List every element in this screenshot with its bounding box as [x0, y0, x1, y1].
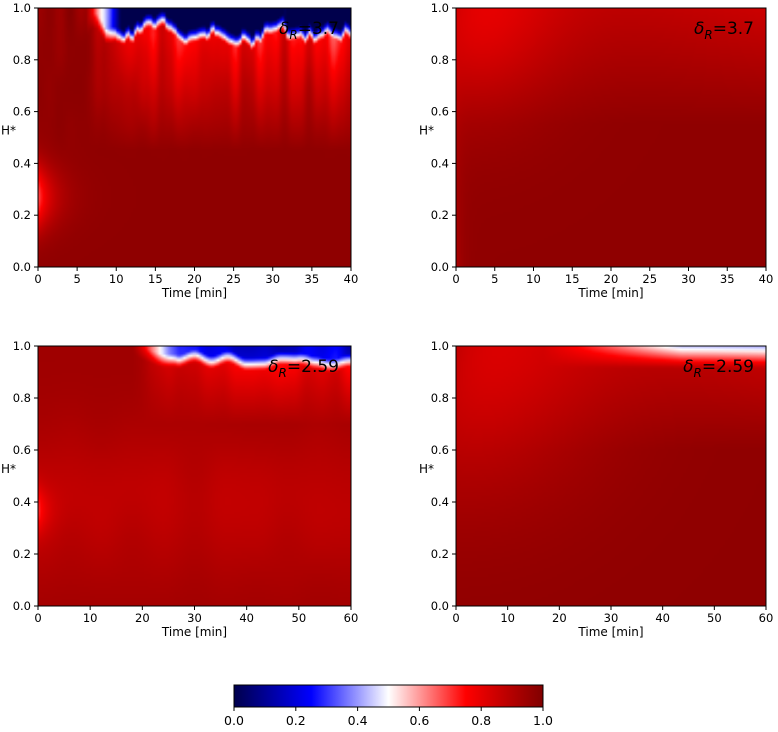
- y-tick-label: 0.6: [13, 443, 31, 457]
- y-tick-label: 0.0: [431, 260, 449, 274]
- y-tick-label: 0.0: [13, 599, 31, 613]
- panel-annotation: δR=2.59: [268, 357, 339, 380]
- heatmap-panel: 0 10 20 30 40 50 60 0.0 0.2 0.4 0.6 0.8 1.0 Time [min…: [419, 339, 773, 639]
- x-tick-label: 20: [604, 272, 619, 286]
- x-tick-label: 20: [187, 272, 202, 286]
- x-tick-label: 5: [491, 272, 498, 286]
- y-tick-label: 0.8: [13, 391, 31, 405]
- x-tick-label: 50: [292, 611, 307, 625]
- y-tick-label: 0.6: [13, 105, 31, 119]
- colorbar: 0.0 0.2 0.4 0.6 0.8 1.0: [224, 684, 553, 728]
- annotation-value: =3.7: [713, 19, 754, 39]
- y-axis-label: H*: [1, 462, 16, 476]
- y-tick-label: 0.2: [13, 208, 31, 222]
- annotation-value: =2.59: [287, 357, 339, 377]
- y-axis-label: H*: [1, 124, 16, 138]
- x-tick-label: 10: [83, 611, 98, 625]
- annotation-subscript: R: [279, 366, 287, 380]
- heatmap-panels: 0 5 10 15 20 25 30 35 40 0.0 0.2 0.4 0.6 0.8 1.0 Time […: [1, 1, 773, 639]
- x-tick-label: 20: [552, 611, 567, 625]
- x-tick-label: 10: [500, 611, 515, 625]
- x-tick-label: 40: [344, 272, 359, 286]
- heatmap-image: [38, 8, 351, 267]
- x-tick-label: 50: [707, 611, 722, 625]
- y-tick-label: 0.4: [431, 495, 449, 509]
- y-tick-label: 0.6: [431, 443, 449, 457]
- x-axis-label: Time [min]: [577, 286, 643, 300]
- x-axis-label: Time [min]: [161, 286, 227, 300]
- x-tick-label: 0: [452, 272, 459, 286]
- y-axis-label: H*: [419, 124, 434, 138]
- annotation-subscript: R: [694, 366, 702, 380]
- heatmap-image: [456, 346, 766, 606]
- x-tick-label: 10: [526, 272, 541, 286]
- x-tick-label: 20: [135, 611, 150, 625]
- y-tick-label: 0.8: [431, 53, 449, 67]
- x-tick-label: 30: [604, 611, 619, 625]
- heatmap-panel: 0 5 10 15 20 25 30 35 40 0.0 0.2 0.4 0.6 0.8 1.0 Time […: [419, 1, 773, 300]
- y-tick-label: 0.4: [13, 156, 31, 170]
- panel-annotation: δR=3.7: [694, 19, 754, 42]
- x-tick-label: 0: [34, 611, 41, 625]
- panel-annotation: δR=2.59: [683, 357, 754, 380]
- x-tick-label: 15: [148, 272, 163, 286]
- annotation-symbol: δ: [279, 19, 289, 39]
- annotation-subscript: R: [704, 28, 712, 42]
- x-tick-label: 25: [642, 272, 657, 286]
- x-tick-label: 15: [565, 272, 580, 286]
- x-tick-label: 30: [187, 611, 202, 625]
- heatmap-panel: 0 5 10 15 20 25 30 35 40 0.0 0.2 0.4 0.6 0.8 1.0 Time […: [1, 1, 358, 300]
- y-tick-label: 0.8: [431, 391, 449, 405]
- y-tick-label: 0.2: [13, 547, 31, 561]
- y-tick-label: 0.8: [13, 53, 31, 67]
- y-tick-label: 0.2: [431, 547, 449, 561]
- colorbar-tick-label: 0.8: [471, 713, 491, 728]
- annotation-symbol: δ: [694, 19, 704, 39]
- y-tick-label: 0.0: [431, 599, 449, 613]
- x-axis-label: Time [min]: [577, 625, 643, 639]
- panel-annotation: δR=3.7: [279, 19, 339, 42]
- x-tick-label: 60: [344, 611, 359, 625]
- colorbar-tick-label: 0.2: [286, 713, 306, 728]
- x-tick-label: 40: [239, 611, 254, 625]
- colorbar-tick-label: 1.0: [533, 713, 553, 728]
- annotation-value: =2.59: [702, 357, 754, 377]
- y-tick-label: 0.4: [13, 495, 31, 509]
- y-tick-label: 0.6: [431, 105, 449, 119]
- x-tick-label: 10: [109, 272, 124, 286]
- y-tick-label: 0.4: [431, 156, 449, 170]
- heatmap-image: [456, 8, 766, 267]
- heatmap-image: [38, 346, 351, 606]
- x-tick-label: 35: [720, 272, 735, 286]
- y-tick-label: 0.2: [431, 208, 449, 222]
- y-axis-label: H*: [419, 462, 434, 476]
- x-tick-label: 30: [681, 272, 696, 286]
- y-tick-label: 1.0: [431, 1, 449, 15]
- annotation-symbol: δ: [268, 357, 278, 377]
- x-tick-label: 35: [305, 272, 320, 286]
- annotation-subscript: R: [289, 28, 297, 42]
- x-tick-label: 0: [34, 272, 41, 286]
- colorbar-tick-label: 0.6: [409, 713, 429, 728]
- x-tick-label: 30: [265, 272, 280, 286]
- y-tick-label: 1.0: [13, 1, 31, 15]
- x-tick-label: 60: [759, 611, 774, 625]
- x-tick-label: 40: [759, 272, 774, 286]
- x-tick-label: 5: [73, 272, 80, 286]
- heatmap-panel: 0 10 20 30 40 50 60 0.0 0.2 0.4 0.6 0.8 1.0 Time [min…: [1, 339, 358, 639]
- colorbar-gradient: [233, 684, 544, 708]
- annotation-symbol: δ: [683, 357, 693, 377]
- x-tick-label: 25: [226, 272, 241, 286]
- x-tick-label: 0: [452, 611, 459, 625]
- y-tick-label: 1.0: [431, 339, 449, 353]
- y-tick-label: 1.0: [13, 339, 31, 353]
- colorbar-tick-label: 0.0: [224, 713, 244, 728]
- x-tick-label: 40: [655, 611, 670, 625]
- colorbar-tick-label: 0.4: [348, 713, 368, 728]
- x-axis-label: Time [min]: [161, 625, 227, 639]
- annotation-value: =3.7: [298, 19, 339, 39]
- y-tick-label: 0.0: [13, 260, 31, 274]
